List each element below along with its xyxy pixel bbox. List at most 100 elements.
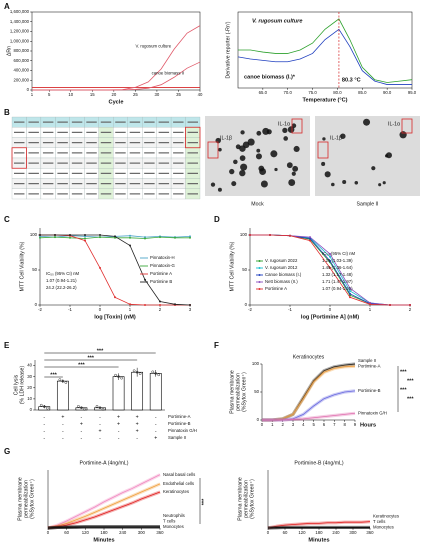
condition-sign: + xyxy=(98,428,101,434)
legend-label: Portimine A xyxy=(150,271,172,276)
y-tick-label: 800,000 xyxy=(13,48,29,53)
x-axis-label: Temperature (°C) xyxy=(302,97,347,103)
y-tick-label: 200,000 xyxy=(13,77,29,82)
x-axis-label: log [Portimine A] (nM) xyxy=(301,314,359,320)
blot-spot xyxy=(233,159,238,165)
data-point xyxy=(159,236,161,239)
cell-text xyxy=(115,142,126,144)
cell-text xyxy=(71,121,83,123)
cell-text xyxy=(144,162,155,164)
cell-text xyxy=(158,142,170,144)
cell-text xyxy=(42,142,54,144)
blot-caption: Mock xyxy=(251,201,264,207)
y-tick-label: 30 xyxy=(27,374,32,379)
blot-label: IL-1α xyxy=(278,121,290,127)
cell-text xyxy=(187,172,198,174)
y-axis-label: (%Sytox Green⁺) xyxy=(249,479,255,519)
y-tick-label: 1,200,000 xyxy=(10,29,30,34)
data-point xyxy=(329,266,331,269)
data-point xyxy=(114,296,116,299)
legend-label: Portimine A xyxy=(265,286,287,291)
cell-text xyxy=(115,162,126,164)
data-point xyxy=(84,235,86,238)
bar xyxy=(56,380,69,411)
cell-text xyxy=(71,131,83,133)
data-point xyxy=(289,234,291,237)
series-line xyxy=(40,234,190,306)
series-label: Sample II xyxy=(358,358,376,363)
replicate-dot xyxy=(132,369,136,373)
blot-spot xyxy=(282,127,288,133)
data-point xyxy=(159,300,161,303)
x-tick-label: -1 xyxy=(288,307,292,312)
data-point xyxy=(309,239,311,242)
legend-marker xyxy=(258,267,261,269)
data-point xyxy=(349,294,351,297)
data-point xyxy=(129,244,131,247)
data-point xyxy=(84,234,86,236)
data-point xyxy=(39,236,41,239)
series-line xyxy=(238,18,413,83)
blot-spot xyxy=(331,182,335,187)
cell-text xyxy=(173,121,184,123)
peak-label: 80.3 °C xyxy=(342,77,361,83)
bar xyxy=(149,373,162,411)
replicate-dot xyxy=(83,407,86,411)
condition-name: Portimine-A xyxy=(168,414,191,419)
x-tick-label: 70.0 xyxy=(284,90,293,95)
cell-text xyxy=(129,193,141,195)
x-tick-label: 8 xyxy=(343,422,346,427)
cell-text xyxy=(86,162,97,164)
blot-spot xyxy=(384,154,389,158)
cell-text xyxy=(28,152,39,154)
data-point xyxy=(39,234,41,236)
condition-sign: - xyxy=(99,414,101,420)
x-tick-label: 60 xyxy=(64,530,69,535)
significance-label: *** xyxy=(78,362,85,368)
x-tick-label: 35 xyxy=(176,92,181,97)
data-point xyxy=(114,236,116,239)
data-point xyxy=(99,266,101,269)
data-point xyxy=(114,235,116,238)
replicate-dot xyxy=(95,405,99,408)
cell-text xyxy=(144,121,155,123)
data-point xyxy=(409,304,411,306)
bar xyxy=(112,376,125,411)
legend-label: Canoe biomass (I.) xyxy=(265,272,302,277)
cell-text xyxy=(129,131,141,133)
data-point xyxy=(69,234,71,236)
cell-text xyxy=(173,183,184,185)
x-tick-label: 1 xyxy=(271,422,274,427)
highlight xyxy=(207,141,219,159)
cell-text xyxy=(187,131,198,133)
blot-spot xyxy=(239,155,246,162)
data-point xyxy=(189,304,191,306)
legend-label: Portimine B xyxy=(150,279,172,284)
blot-spot xyxy=(293,145,300,153)
highlight xyxy=(11,147,27,169)
blot-spot xyxy=(256,148,261,153)
blot-spot xyxy=(382,181,386,185)
x-tick-label: -1 xyxy=(68,307,72,312)
blot-spot xyxy=(240,130,245,135)
data-point xyxy=(99,236,101,239)
replicate-dot xyxy=(138,372,142,375)
data-point xyxy=(144,304,146,306)
condition-sign: + xyxy=(136,421,139,427)
legend-label: Pinnatoxin-G xyxy=(150,263,175,268)
cell-text xyxy=(28,183,39,185)
y-axis-label: MTT Cell Viability (%) xyxy=(229,241,235,291)
y-tick-label: 1,400,000 xyxy=(10,19,30,24)
cell-text xyxy=(14,152,25,154)
blot-spot xyxy=(240,163,248,171)
x-tick-label: 4 xyxy=(302,422,305,427)
cell-text xyxy=(158,131,170,133)
x-tick-label: 0 xyxy=(329,307,332,312)
blot-spot xyxy=(288,179,296,187)
x-tick-label: 5 xyxy=(48,92,51,97)
y-tick-label: 40 xyxy=(27,363,32,368)
data-point xyxy=(84,237,86,240)
significance-label: *** xyxy=(400,369,407,375)
series-label: Nasal basal cells xyxy=(163,472,195,477)
replicate-dot xyxy=(45,406,49,410)
